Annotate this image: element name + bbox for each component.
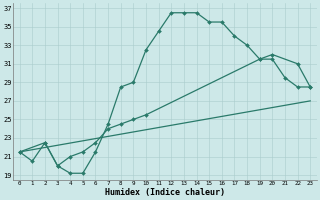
X-axis label: Humidex (Indice chaleur): Humidex (Indice chaleur) [105, 188, 225, 197]
